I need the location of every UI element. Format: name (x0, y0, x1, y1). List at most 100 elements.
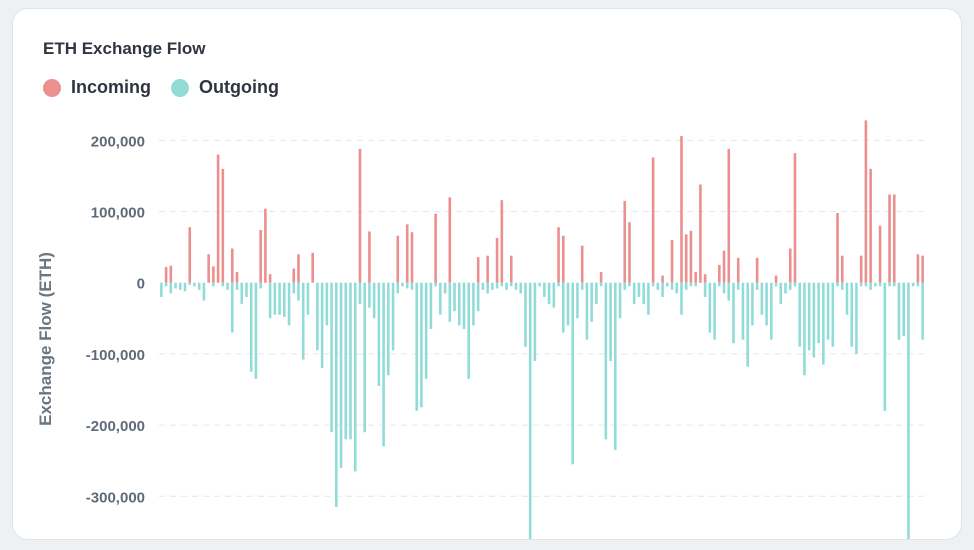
bar-outgoing (916, 282, 920, 287)
bar-outgoing (822, 282, 825, 365)
bar-outgoing (732, 282, 735, 344)
bar-incoming (434, 213, 437, 283)
bar-outgoing (613, 282, 617, 451)
bar-incoming (699, 184, 702, 283)
bar-outgoing (320, 282, 324, 369)
bar-incoming (486, 255, 489, 283)
bar-incoming (651, 157, 655, 283)
bar-incoming (368, 231, 371, 283)
bar-outgoing (287, 282, 291, 326)
bar-outgoing (684, 282, 688, 290)
bar-outgoing (864, 282, 868, 287)
bar-outgoing (377, 282, 381, 386)
bar-outgoing (363, 282, 366, 433)
bar-outgoing (424, 282, 428, 379)
bar-outgoing (845, 282, 849, 315)
bar-outgoing (306, 282, 310, 315)
bar-outgoing (410, 282, 414, 290)
bar-outgoing (405, 282, 409, 289)
chart-title: ETH Exchange Flow (43, 39, 206, 58)
bar-outgoing (254, 282, 258, 379)
bar-incoming (661, 275, 664, 283)
bar-incoming (500, 200, 504, 283)
bar-outgoing (680, 282, 683, 315)
bar-outgoing (164, 282, 168, 287)
bar-incoming (703, 274, 707, 283)
bar-outgoing (902, 282, 906, 337)
bar-outgoing (230, 282, 234, 333)
bar-outgoing (240, 282, 244, 305)
bar-outgoing (618, 282, 622, 319)
bar-outgoing (226, 282, 229, 290)
bar-incoming (188, 227, 192, 283)
bar-outgoing (372, 282, 376, 319)
bar-outgoing (330, 282, 333, 433)
bar-outgoing (784, 282, 787, 294)
bar-outgoing (235, 282, 239, 290)
bar-outgoing (666, 282, 669, 287)
bar-outgoing (434, 282, 437, 287)
bar-outgoing (358, 282, 362, 305)
bar-incoming (628, 222, 631, 283)
bar-outgoing (495, 282, 499, 289)
bar-outgoing (670, 282, 674, 290)
legend-item-outgoing[interactable]: Outgoing (171, 77, 279, 98)
bar-outgoing (481, 282, 485, 290)
chart-card: ETH Exchange Flow Incoming Outgoing 200,… (12, 8, 962, 540)
bar-incoming (259, 230, 262, 283)
bar-incoming (292, 268, 296, 283)
bar-outgoing (779, 282, 783, 305)
bar-incoming (755, 257, 759, 283)
bar-incoming (684, 234, 688, 283)
bar-outgoing (368, 282, 371, 308)
bar-outgoing (197, 282, 201, 290)
bar-outgoing (642, 282, 645, 305)
bar-outgoing (760, 282, 764, 315)
y-axis-label: Exchange Flow (ETH) (36, 252, 55, 426)
bar-outgoing (472, 282, 475, 326)
bar-incoming (396, 235, 400, 283)
bar-outgoing (595, 282, 598, 305)
bar-outgoing (467, 282, 471, 379)
bar-incoming (268, 274, 272, 283)
bar-outgoing (689, 282, 693, 287)
bar-outgoing (415, 282, 418, 411)
bar-outgoing (718, 282, 721, 287)
bar-outgoing (301, 282, 305, 360)
legend-item-incoming[interactable]: Incoming (43, 77, 151, 98)
bar-outgoing (245, 282, 248, 297)
bar-outgoing (439, 282, 442, 315)
bar-outgoing (727, 282, 731, 301)
bar-outgoing (547, 282, 551, 305)
bar-outgoing (859, 282, 863, 287)
bar-outgoing (897, 282, 901, 340)
bar-incoming (207, 254, 210, 283)
bar-outgoing (316, 282, 319, 351)
bar-outgoing (183, 282, 187, 292)
bar-incoming (495, 237, 499, 283)
bar-outgoing (651, 282, 655, 287)
bar-outgoing (297, 282, 300, 301)
bar-outgoing (486, 282, 489, 294)
bar-outgoing (325, 282, 329, 326)
bar-incoming (840, 255, 844, 283)
bar-outgoing (387, 282, 390, 376)
y-tick-label: -200,000 (86, 418, 145, 435)
bar-outgoing (178, 282, 182, 290)
bar-incoming (448, 197, 452, 283)
bar-outgoing (855, 282, 858, 354)
bar-outgoing (817, 282, 820, 344)
bar-outgoing (212, 282, 215, 287)
bar-outgoing (703, 282, 707, 297)
bar-incoming (164, 267, 168, 283)
bar-outgoing (907, 282, 910, 539)
bar-outgoing (259, 282, 262, 289)
bar-incoming (836, 212, 839, 283)
bar-incoming (864, 120, 868, 283)
bar-outgoing (826, 282, 830, 340)
bar-incoming (221, 168, 225, 283)
bar-incoming (230, 248, 234, 283)
bar-incoming (212, 266, 215, 283)
legend-swatch-outgoing (171, 78, 189, 97)
bar-outgoing (169, 282, 173, 294)
